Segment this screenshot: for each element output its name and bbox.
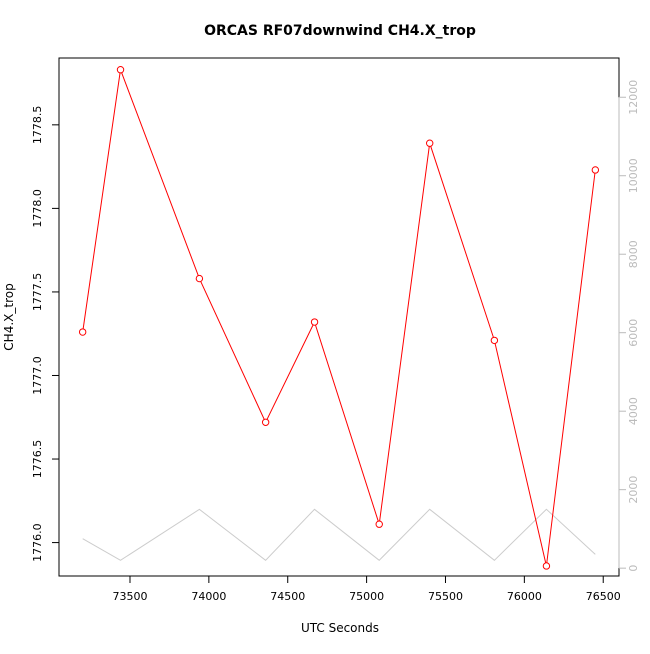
- secondary-series-line: [82, 508, 596, 561]
- data-point: [426, 139, 434, 147]
- right-y-tick-label: 4000: [627, 397, 640, 425]
- right-y-tick-label: 10000: [627, 158, 640, 193]
- y-tick-label: 1778.0: [31, 189, 44, 228]
- x-axis-label: UTC Seconds: [301, 621, 379, 635]
- data-point: [490, 336, 499, 345]
- x-tick-label: 74500: [270, 590, 305, 603]
- data-point: [375, 520, 383, 528]
- x-tick-label: 76000: [507, 590, 542, 603]
- right-y-tick-label: 2000: [627, 476, 640, 504]
- y-tick-label: 1777.5: [31, 273, 44, 312]
- y-tick-label: 1777.0: [31, 356, 44, 395]
- x-tick-label: 74000: [191, 590, 226, 603]
- right-y-tick-label: 0: [627, 565, 640, 572]
- data-point: [78, 328, 87, 336]
- data-point: [310, 318, 319, 326]
- primary-series-line: [82, 69, 596, 567]
- right-y-tick-label: 8000: [627, 240, 640, 268]
- data-point: [591, 166, 600, 174]
- data-point: [261, 418, 270, 426]
- x-tick-label: 76500: [586, 590, 621, 603]
- right-y-axis: 0 2000 4000 6000 8000 10000 12000: [618, 80, 640, 572]
- y-axis-label: CH4.X_trop: [2, 283, 16, 350]
- y-tick-label: 1776.0: [31, 523, 44, 562]
- data-point: [116, 65, 125, 74]
- y-tick-label: 1778.5: [31, 106, 44, 145]
- y-axis: 1776.0 1776.5 1777.0 1777.5 1778.0 1778.5: [31, 106, 60, 562]
- right-y-tick-label: 12000: [627, 80, 640, 115]
- y-tick-label: 1776.5: [31, 440, 44, 479]
- data-point: [195, 274, 204, 283]
- x-tick-label: 75500: [428, 590, 463, 603]
- chart-title: ORCAS RF07downwind CH4.X_trop: [204, 23, 476, 39]
- x-axis: 73500 74000 74500 75000 75500 76000 76500: [112, 575, 621, 603]
- x-tick-label: 73500: [112, 590, 147, 603]
- data-point: [542, 562, 551, 570]
- right-y-tick-label: 6000: [627, 319, 640, 347]
- series-layer: [78, 65, 600, 570]
- x-tick-label: 75000: [349, 590, 384, 603]
